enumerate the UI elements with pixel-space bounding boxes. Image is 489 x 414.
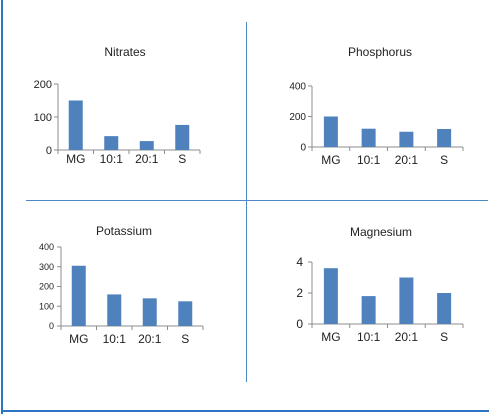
magnesium-bar-s bbox=[437, 293, 452, 324]
nitrates-category-label: S bbox=[178, 152, 186, 166]
nitrates-category-label: MG bbox=[66, 152, 85, 166]
nitrates-category-label: 10:1 bbox=[100, 152, 124, 166]
magnesium-category-label: MG bbox=[321, 330, 340, 344]
phosphorus-bar-mg bbox=[323, 116, 338, 147]
potassium-y-tick-label: 100 bbox=[39, 301, 54, 311]
potassium-bar-20-1 bbox=[142, 298, 157, 326]
nitrates-bar-mg bbox=[68, 100, 83, 150]
magnesium-category-label: 10:1 bbox=[357, 330, 381, 344]
frame-bottom-border bbox=[1, 410, 489, 412]
potassium-y-tick-label: 400 bbox=[39, 242, 54, 252]
potassium-chart-title: Potassium bbox=[96, 224, 152, 238]
nitrates-category-label: 20:1 bbox=[135, 152, 159, 166]
nitrates-chart-title: Nitrates bbox=[104, 45, 145, 59]
nitrates-y-tick-label: 0 bbox=[46, 145, 52, 157]
potassium-bar-mg bbox=[71, 265, 86, 326]
phosphorus-y-tick-label: 200 bbox=[289, 112, 306, 123]
magnesium-bar-10-1 bbox=[361, 296, 376, 324]
frame-left-border bbox=[1, 0, 3, 414]
nitrates-bar-s bbox=[175, 124, 190, 150]
potassium-category-label: 20:1 bbox=[138, 332, 162, 346]
magnesium-bar-mg bbox=[323, 268, 338, 324]
phosphorus-category-label: 20:1 bbox=[395, 153, 419, 167]
potassium-y-tick-label: 0 bbox=[49, 321, 54, 331]
potassium-bar-s bbox=[178, 301, 193, 326]
phosphorus-category-label: 10:1 bbox=[357, 153, 381, 167]
nitrates-y-tick-label: 200 bbox=[34, 79, 52, 91]
quadrant-divider-horizontal bbox=[26, 200, 488, 201]
phosphorus-y-tick-label: 400 bbox=[289, 82, 306, 93]
phosphorus-bar-10-1 bbox=[361, 128, 376, 147]
phosphorus-bar-20-1 bbox=[399, 131, 414, 147]
phosphorus-y-tick-label: 0 bbox=[300, 143, 306, 154]
phosphorus-bar-s bbox=[437, 129, 452, 147]
magnesium-y-tick-label: 4 bbox=[296, 255, 303, 269]
potassium-category-label: MG bbox=[69, 332, 88, 346]
nitrates-bar-20-1 bbox=[139, 141, 154, 150]
nitrates-y-tick-label: 100 bbox=[34, 112, 52, 124]
nitrates-bar-10-1 bbox=[104, 136, 119, 150]
magnesium-chart-title: Magnesium bbox=[350, 225, 412, 239]
magnesium-bar-20-1 bbox=[399, 277, 414, 324]
potassium-y-tick-label: 200 bbox=[39, 282, 54, 292]
potassium-bar-10-1 bbox=[107, 294, 122, 326]
magnesium-category-label: S bbox=[440, 330, 448, 344]
potassium-y-tick-label: 300 bbox=[39, 262, 54, 272]
potassium-category-label: 10:1 bbox=[103, 332, 127, 346]
potassium-category-label: S bbox=[181, 332, 189, 346]
magnesium-y-tick-label: 0 bbox=[296, 317, 303, 331]
phosphorus-category-label: S bbox=[440, 153, 448, 167]
phosphorus-chart-title: Phosphorus bbox=[348, 45, 412, 59]
magnesium-category-label: 20:1 bbox=[395, 330, 419, 344]
quadrant-divider-vertical bbox=[246, 22, 247, 382]
magnesium-y-tick-label: 2 bbox=[296, 286, 303, 300]
phosphorus-category-label: MG bbox=[321, 153, 340, 167]
